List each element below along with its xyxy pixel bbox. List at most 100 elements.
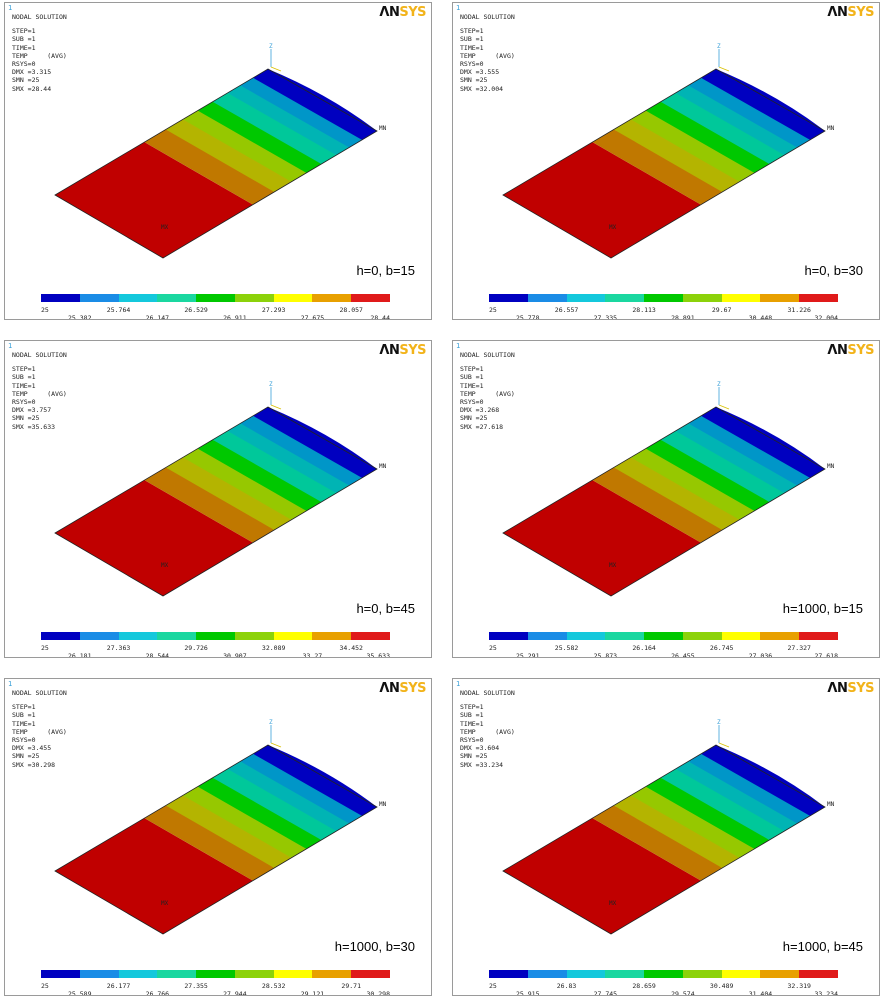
contour-band <box>613 795 740 868</box>
smx-label: SMX =35.633 <box>12 422 56 431</box>
plot-panel: 1 NODAL SOLUTION STEP=1 SUB =1 TIME=1 TEMP (A… <box>452 2 880 320</box>
smn-label: SMN =25 <box>12 414 40 423</box>
contour-band <box>592 467 723 543</box>
solution-title: NODAL SOLUTION <box>12 689 67 697</box>
legend-tick-label: 27.618 <box>814 652 838 658</box>
contour-band <box>253 69 377 140</box>
ansys-logo: ΛNSYS <box>379 5 426 20</box>
legend-tick-label: 27.363 <box>106 644 131 652</box>
legend-tick-label: 27.944 <box>223 990 247 996</box>
plot-panel: 1 NODAL SOLUTION STEP=1 SUB =1 TIME=1 TEMP (A… <box>452 340 880 658</box>
legend-color-segment <box>566 970 606 978</box>
logo-text-an: ΛN <box>827 681 848 696</box>
legend-tick-label: 27.675 <box>300 314 325 320</box>
legend-tick-label: 26.911 <box>223 314 247 320</box>
case-caption: h=0, b=30 <box>804 263 863 278</box>
legend-tick-label: 31.404 <box>748 990 773 996</box>
plate-outline <box>502 744 826 935</box>
z-axis-label: Z <box>269 381 273 388</box>
legend-color-segment <box>799 970 839 978</box>
contour-band <box>227 423 350 494</box>
legend-color-segment <box>196 294 236 302</box>
legend-tick-label: 33.27 <box>302 652 323 658</box>
legend-color-segment <box>566 294 606 302</box>
legend-color-segment <box>682 632 723 640</box>
legend-tick-label: 26.766 <box>145 990 170 996</box>
legend-color-segment <box>760 632 800 640</box>
smx-label: SMX =32.004 <box>460 84 504 93</box>
legend-tick-label: 25.582 <box>554 644 579 652</box>
legend-color-segment <box>351 294 391 302</box>
temperature-contour-plot: Z MN MX <box>54 381 387 597</box>
logo-text-an: ΛN <box>827 343 848 358</box>
contour-band <box>144 805 275 881</box>
contour-band <box>675 85 798 156</box>
contour-band <box>165 457 292 530</box>
max-marker-label: MX <box>161 900 169 907</box>
ansys-logo: ΛNSYS <box>379 681 426 696</box>
logo-text-sys: SYS <box>847 681 874 696</box>
legend-tick-label: 25.382 <box>68 314 92 320</box>
y-axis-icon <box>270 742 282 748</box>
ansys-logo: ΛNSYS <box>827 681 874 696</box>
legend-tick-label: 27.745 <box>593 990 618 996</box>
legend-tick-label: 25.873 <box>593 652 618 658</box>
solution-title: NODAL SOLUTION <box>460 351 515 359</box>
contour-band <box>630 448 755 520</box>
legend-tick-label: 31.226 <box>787 306 811 314</box>
legend-tick-label: 26.83 <box>556 982 577 990</box>
contour-band <box>55 142 253 258</box>
legend-color-segment <box>351 970 391 978</box>
contour-band <box>240 753 363 824</box>
y-axis-icon <box>718 404 730 410</box>
window-number: 1 <box>8 342 13 350</box>
legend-tick-label: 25.764 <box>106 306 131 314</box>
legend-color-segment <box>605 632 645 640</box>
legend-tick-label: 27.335 <box>593 314 618 320</box>
logo-text-an: ΛN <box>379 343 400 358</box>
legend-tick-label: 28.113 <box>632 306 656 314</box>
solution-title: NODAL SOLUTION <box>12 351 67 359</box>
rsys-label: RSYS=0 <box>460 398 484 407</box>
rsys-label: RSYS=0 <box>12 60 36 69</box>
step-label: STEP=1 <box>460 365 484 374</box>
legend-tick-label: 27.293 <box>261 306 286 314</box>
legend-tick-label: 26.164 <box>632 644 656 652</box>
sub-label: SUB =1 <box>12 711 36 720</box>
legend-tick-label: 25 <box>41 306 49 314</box>
color-legend: 25 26.181 27.363 28.544 29.726 30.907 32.089 33… <box>5 631 431 658</box>
smn-label: SMN =25 <box>12 76 40 85</box>
smx-label: SMX =27.618 <box>460 422 504 431</box>
case-caption: h=1000, b=15 <box>782 601 863 616</box>
legend-tick-label: 25 <box>41 982 49 990</box>
temp-label: TEMP (AVG) <box>12 389 67 398</box>
logo-text-sys: SYS <box>399 5 426 20</box>
contour-band <box>630 110 755 182</box>
color-legend: 25 25.589 26.177 26.766 27.355 27.944 28.532 29… <box>5 969 431 996</box>
case-caption: h=0, b=15 <box>356 263 415 278</box>
legend-tick-label: 30.448 <box>748 314 773 320</box>
dmx-label: DMX =3.757 <box>12 406 52 415</box>
logo-text-sys: SYS <box>399 681 426 696</box>
legend-tick-label: 28.44 <box>370 314 390 320</box>
legend-color-segment <box>644 632 684 640</box>
plot-panel: 1 NODAL SOLUTION STEP=1 SUB =1 TIME=1 TEMP (A… <box>4 2 432 320</box>
window-number: 1 <box>456 680 461 688</box>
legend-color-segment <box>273 970 313 978</box>
temp-label: TEMP (AVG) <box>12 51 67 60</box>
legend-tick-label: 29.726 <box>184 644 208 652</box>
legend-tick-label: 28.891 <box>671 314 695 320</box>
legend-tick-label: 26.455 <box>671 652 695 658</box>
legend-color-segment <box>312 632 352 640</box>
max-marker-label: MX <box>609 562 617 569</box>
max-marker-label: MX <box>161 224 169 231</box>
temperature-contour-plot: Z MN MX <box>54 43 387 259</box>
solution-info: NODAL SOLUTION STEP=1 SUB =1 TIME=1 TEMP (AV… <box>12 13 67 93</box>
solution-info: NODAL SOLUTION STEP=1 SUB =1 TIME=1 TEMP (AV… <box>460 689 515 769</box>
legend-color-segment <box>118 970 158 978</box>
rsys-label: RSYS=0 <box>12 736 36 745</box>
contour-band <box>688 415 811 486</box>
legend-tick-label: 27.036 <box>748 652 773 658</box>
plate-outline <box>502 406 826 597</box>
legend-tick-label: 25 <box>489 982 497 990</box>
